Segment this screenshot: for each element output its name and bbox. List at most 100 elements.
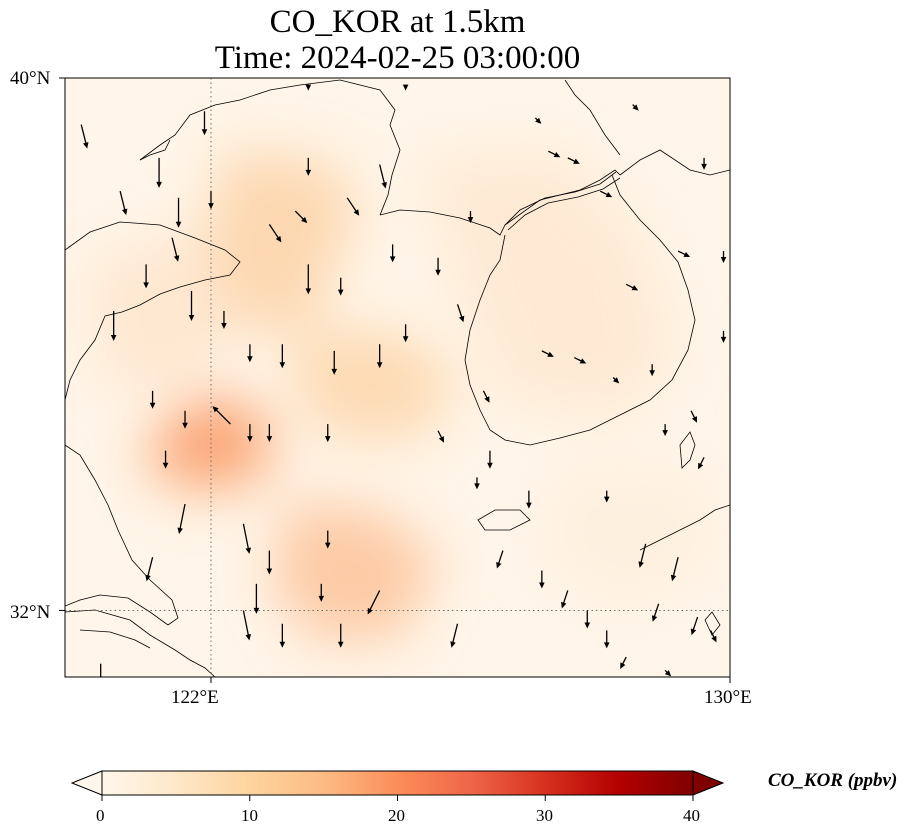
- wind-arrow-head: [605, 191, 613, 198]
- colorbar-tick-label-30: 30: [536, 806, 553, 825]
- wind-arrow: [402, 84, 409, 91]
- wind-arrow: [145, 557, 154, 582]
- wind-arrow: [487, 450, 493, 469]
- coastlines: [65, 79, 730, 677]
- coastline-yangtze-island: [79, 629, 151, 649]
- coastline-liaoning: [139, 79, 401, 216]
- wind-arrow-head: [324, 436, 331, 443]
- wind-arrow: [603, 490, 610, 503]
- wind-arrow-head: [584, 622, 591, 629]
- wind-arrow: [698, 457, 705, 470]
- wind-arrow: [482, 390, 490, 403]
- wind-arrow: [651, 603, 660, 622]
- plume-yellow-sea: [290, 330, 460, 440]
- wind-arrow: [701, 157, 707, 170]
- wind-arrow-shaft: [497, 550, 504, 565]
- wind-arrow-head: [711, 635, 717, 643]
- wind-arrow: [496, 550, 504, 569]
- wind-arrow-head: [175, 221, 182, 228]
- wind-arrow-head: [245, 547, 251, 554]
- wind-arrow-shaft: [451, 623, 459, 645]
- wind-arrow-head: [631, 285, 639, 291]
- wind-arrow-head: [110, 334, 117, 341]
- wind-arrow: [247, 424, 253, 443]
- wind-arrow-head: [247, 436, 253, 443]
- plume-south-sea: [540, 470, 720, 610]
- wind-arrow: [638, 543, 647, 568]
- wind-arrow-head: [279, 641, 286, 648]
- wind-arrow-head: [701, 163, 707, 170]
- wind-arrow-head: [561, 601, 567, 609]
- coastline-east-korea: [619, 149, 730, 176]
- wind-arrow-head: [683, 251, 691, 258]
- wind-arrow: [266, 424, 273, 443]
- wind-arrow-head: [121, 208, 128, 216]
- wind-arrow-shaft: [562, 590, 569, 605]
- axis-ticks: [59, 77, 731, 683]
- wind-arrow: [526, 490, 532, 509]
- wind-arrow-shaft: [368, 590, 381, 612]
- wind-arrow-head: [662, 430, 668, 437]
- wind-arrow-head: [670, 574, 677, 582]
- wind-arrow-shaft: [171, 237, 178, 259]
- wind-arrow: [662, 424, 668, 437]
- wind-arrow-head: [201, 129, 208, 136]
- wind-arrow: [266, 550, 273, 575]
- wind-arrow: [119, 190, 128, 216]
- wind-arrow-head: [245, 634, 251, 641]
- map-area: [65, 78, 730, 677]
- map-title: CO_KOR at 1.5km Time: 2024-02-25 03:00:0…: [65, 4, 730, 76]
- gridlines: [65, 78, 730, 677]
- wind-arrow-head: [651, 615, 658, 622]
- title-line-2: Time: 2024-02-25 03:00:00: [214, 40, 581, 76]
- wind-arrow-shaft: [146, 557, 154, 578]
- wind-arrow-shaft: [242, 523, 250, 551]
- wind-arrow: [690, 410, 698, 423]
- coastline-liaodong-tip: [139, 139, 171, 161]
- wind-arrow: [80, 124, 89, 149]
- wind-arrow: [541, 350, 554, 357]
- wind-arrow-head: [649, 370, 655, 377]
- wind-arrow: [474, 477, 480, 490]
- wind-arrow: [584, 610, 591, 629]
- colorbar-extend-min: [70, 770, 103, 796]
- coastline-tsushima: [679, 431, 696, 469]
- wind-arrow: [162, 450, 169, 469]
- wind-arrow: [664, 669, 672, 677]
- wind-arrow-head: [337, 289, 344, 296]
- wind-arrow-head: [253, 607, 260, 614]
- wind-arrow-head: [547, 351, 554, 357]
- coastline-west-korea-bay: [379, 169, 621, 236]
- wind-arrow-head: [247, 356, 253, 363]
- wind-arrow-head: [177, 527, 183, 534]
- wind-arrow: [177, 503, 186, 534]
- wind-arrow-head: [458, 315, 465, 323]
- wind-arrow: [221, 310, 227, 329]
- coastline-north-korea-east: [564, 79, 621, 156]
- wind-arrow-head: [450, 641, 456, 648]
- plume-shanghai-offshore: [270, 500, 440, 640]
- wind-arrow-head: [438, 436, 445, 443]
- wind-arrow: [279, 623, 286, 648]
- colorbar-tick-label-10: 10: [241, 806, 258, 825]
- colorbar-label: CO_KOR (ppbv): [768, 770, 898, 791]
- wind-arrow-head: [145, 574, 151, 582]
- wind-arrow-shaft: [242, 610, 250, 637]
- wind-arrow-head: [208, 203, 214, 210]
- wind-arrow-head: [173, 255, 180, 262]
- coastline-kyushu: [639, 504, 730, 551]
- wind-arrow-head: [467, 217, 474, 224]
- wind-arrow: [534, 117, 542, 124]
- colorbar-body: [102, 771, 693, 795]
- wind-arrow: [182, 410, 188, 429]
- wind-arrow-head: [698, 462, 704, 470]
- wind-arrow-head: [331, 368, 338, 375]
- wind-arrow: [456, 304, 465, 323]
- wind-arrow-head: [376, 362, 383, 369]
- wind-arrow: [100, 663, 102, 677]
- wind-arrow-head: [83, 142, 89, 149]
- wind-arrow: [367, 590, 381, 615]
- wind-arrow-head: [162, 462, 169, 469]
- wind-arrow-head: [212, 406, 219, 413]
- wind-arrow-head: [664, 670, 672, 677]
